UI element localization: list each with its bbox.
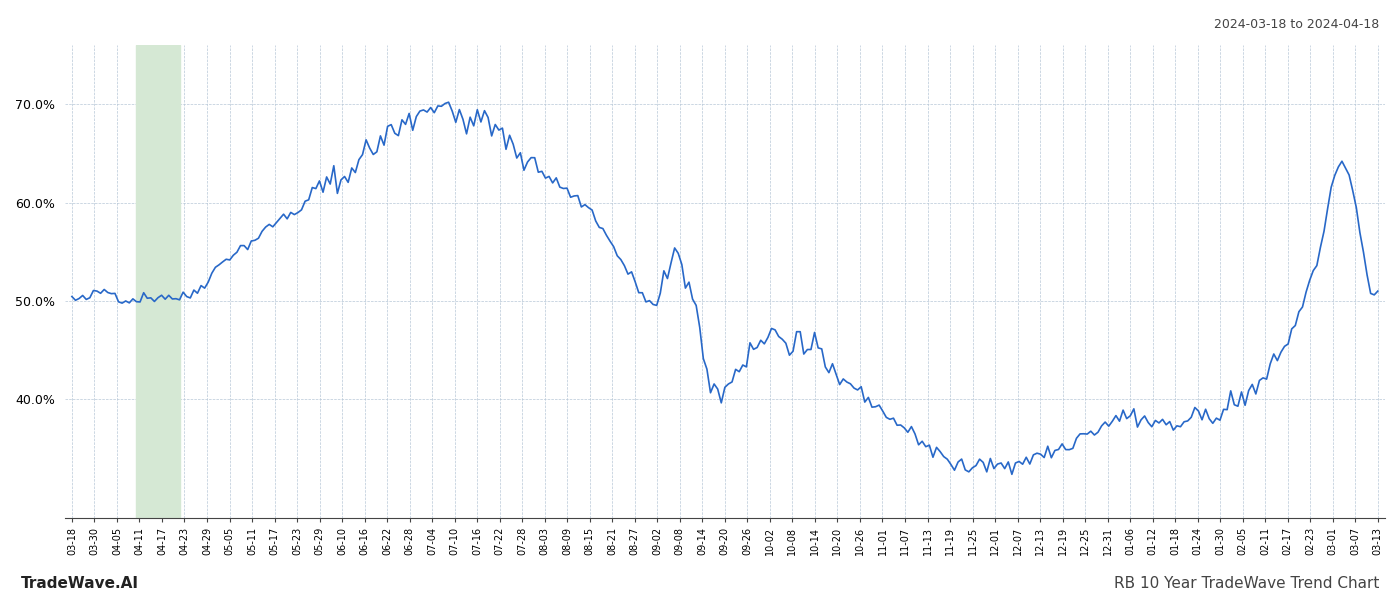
Bar bbox=[136, 45, 179, 518]
Text: TradeWave.AI: TradeWave.AI bbox=[21, 576, 139, 591]
Text: 2024-03-18 to 2024-04-18: 2024-03-18 to 2024-04-18 bbox=[1214, 18, 1379, 31]
Text: RB 10 Year TradeWave Trend Chart: RB 10 Year TradeWave Trend Chart bbox=[1113, 576, 1379, 591]
